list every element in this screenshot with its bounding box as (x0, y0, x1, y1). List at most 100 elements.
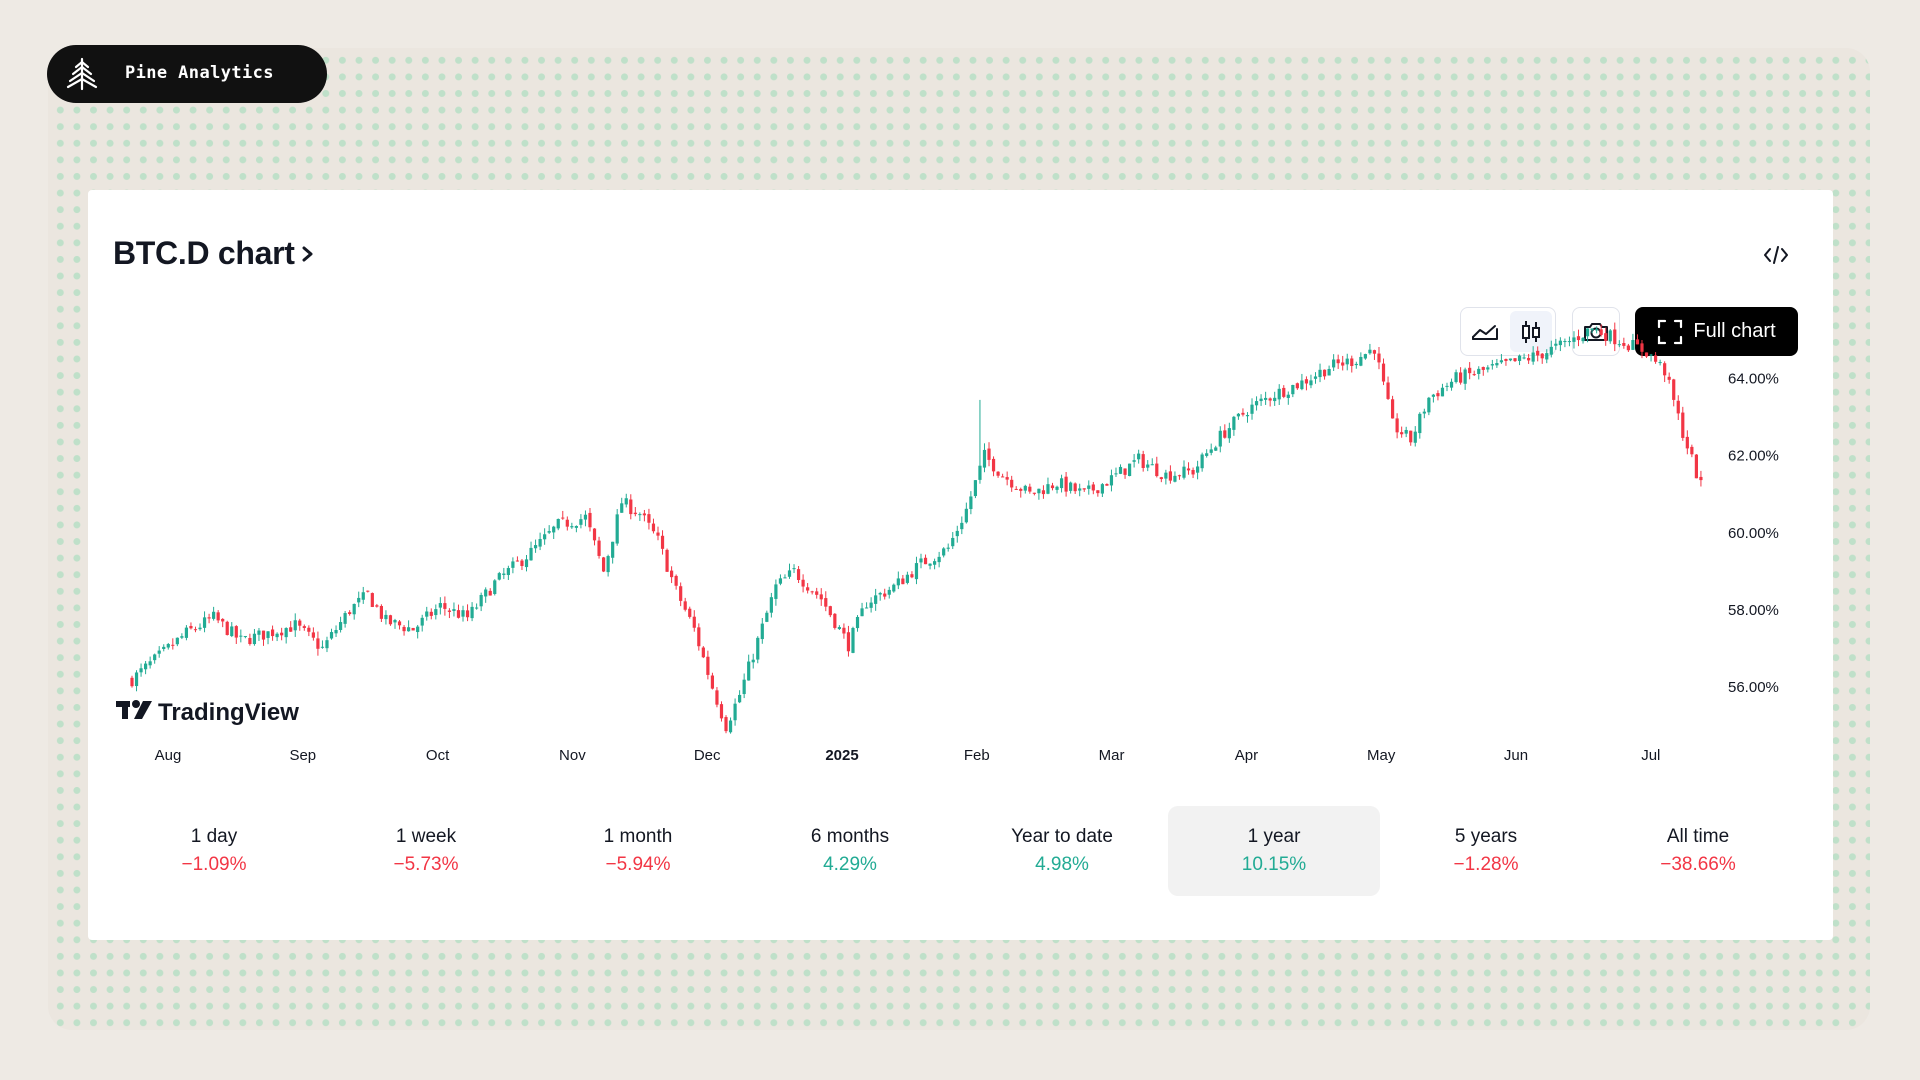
candle (193, 626, 198, 633)
candle (1381, 358, 1386, 386)
candle (760, 617, 764, 644)
candle (157, 646, 161, 658)
candle (311, 627, 315, 641)
candle (960, 516, 964, 535)
candle (824, 591, 828, 612)
candle (633, 507, 637, 517)
candle (1635, 334, 1640, 345)
period-label: 1 month (603, 826, 673, 847)
candle (674, 574, 678, 590)
candle (352, 603, 356, 620)
candle (257, 627, 261, 641)
candle (1699, 470, 1703, 487)
candle (1377, 346, 1381, 370)
period-1-month[interactable]: 1 month −5.94% (532, 806, 744, 896)
y-tick-label: 58.00% (1728, 602, 1779, 619)
candle (1558, 337, 1562, 352)
candle (738, 690, 742, 704)
candle (910, 571, 914, 579)
candle (1622, 337, 1626, 349)
area-chart-button[interactable] (1464, 311, 1506, 352)
candle (887, 586, 891, 599)
candle (429, 608, 433, 620)
candle (964, 502, 968, 524)
candle (1277, 384, 1281, 405)
candle (1663, 361, 1667, 383)
embed-code-button[interactable] (1756, 240, 1796, 270)
candle (688, 606, 692, 619)
x-tick-label: Nov (559, 747, 586, 764)
candle (978, 399, 982, 484)
candle (1413, 426, 1417, 447)
candle (452, 602, 456, 617)
candle (1200, 452, 1204, 472)
period-5-years[interactable]: 5 years −1.28% (1380, 806, 1592, 896)
candle (878, 591, 882, 601)
candle (1191, 467, 1195, 479)
candle (883, 588, 887, 600)
candle (1486, 365, 1490, 373)
candle (819, 588, 823, 606)
full-chart-label: Full chart (1693, 320, 1776, 342)
candle (338, 616, 343, 633)
chart-title-link[interactable]: BTC.D chart (113, 235, 315, 272)
candle (515, 556, 520, 562)
price-chart[interactable]: 64.00% 62.00% 60.00% 58.00% 56.00% Aug Sep Oct… (88, 190, 1833, 790)
period-6-months[interactable]: 6 months 4.29% (744, 806, 956, 896)
candle (946, 543, 950, 552)
candle (742, 673, 746, 699)
candle (1572, 331, 1576, 349)
candle (1105, 483, 1109, 486)
candle (828, 605, 832, 618)
period-change: −5.73% (393, 854, 459, 875)
candle (1046, 477, 1050, 495)
candle (1196, 460, 1200, 480)
candle (683, 597, 687, 612)
candle (928, 563, 932, 570)
candle (1477, 366, 1481, 380)
y-tick-label: 62.00% (1728, 448, 1779, 465)
candle (629, 494, 633, 520)
period-1-week[interactable]: 1 week −5.73% (320, 806, 532, 896)
period-year-to-date[interactable]: Year to date 4.98% (956, 806, 1168, 896)
candle (751, 653, 755, 669)
candle (225, 620, 229, 636)
candle (769, 592, 773, 618)
tradingview-wordmark: TradingView (158, 699, 299, 726)
tradingview-logo: TradingView (116, 699, 299, 726)
candlestick-button[interactable] (1510, 311, 1552, 352)
candle (592, 528, 597, 546)
period-1-day[interactable]: 1 day −1.09% (108, 806, 320, 896)
candle (302, 624, 306, 631)
candle (1513, 358, 1517, 363)
candle (189, 622, 193, 630)
candle (1608, 329, 1612, 344)
candle (1690, 444, 1694, 458)
candle (642, 509, 646, 522)
candle (289, 621, 293, 632)
candle (520, 558, 524, 571)
period-all-time[interactable]: All time −38.66% (1592, 806, 1804, 896)
candle (1050, 482, 1055, 491)
candle (1418, 412, 1422, 439)
full-chart-button[interactable]: Full chart (1635, 307, 1798, 356)
candle (1440, 383, 1445, 397)
candle (869, 597, 873, 613)
period-change: −5.94% (605, 854, 671, 875)
brand-badge: Pine Analytics (47, 45, 327, 103)
candle (529, 541, 533, 561)
y-tick-label: 56.00% (1728, 679, 1779, 696)
period-label: 1 week (395, 826, 457, 847)
candle (162, 644, 166, 652)
candle (969, 491, 973, 515)
candle (579, 514, 583, 529)
candle (588, 508, 592, 532)
candle (1313, 372, 1318, 384)
candle (1395, 413, 1399, 439)
candle (670, 566, 674, 584)
candle (1667, 372, 1671, 384)
candle (184, 625, 189, 641)
candle (937, 551, 941, 568)
y-tick-label: 60.00% (1728, 525, 1779, 542)
period-1-year[interactable]: 1 year 10.15% (1168, 806, 1380, 896)
